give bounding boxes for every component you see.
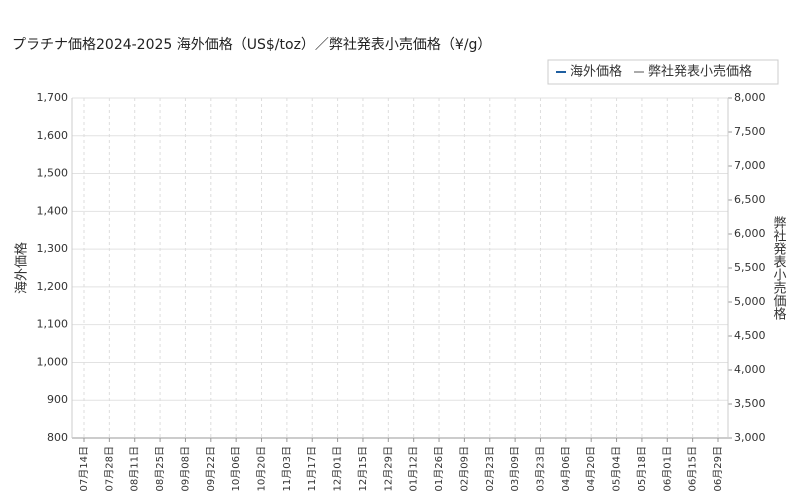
y2-tick-label: 5,500 [734, 261, 766, 274]
x-tick-label: 01月12日 [408, 446, 420, 491]
x-tick-label: 12月15日 [357, 446, 369, 491]
x-tick-label: 06月29日 [712, 446, 724, 491]
y2-tick-label: 4,500 [734, 329, 766, 342]
y-tick-label: 800 [47, 431, 68, 444]
y2-tick-label: 7,500 [734, 125, 766, 138]
y-tick-label: 1,200 [37, 280, 69, 293]
x-tick-label: 06月01日 [661, 446, 673, 491]
x-tick-label: 04月20日 [585, 446, 597, 491]
legend-label: 弊社発表小売価格 [648, 64, 752, 80]
y2-tick-label: 4,000 [734, 363, 766, 376]
x-tick-label: 03月09日 [509, 446, 521, 491]
y-tick-label: 1,000 [37, 355, 69, 368]
y-tick-label: 900 [47, 393, 68, 406]
y2-tick-label: 3,500 [734, 397, 766, 410]
y-tick-label: 1,300 [37, 242, 69, 255]
y-axis-label: 海外価格 [14, 242, 30, 294]
x-tick-label: 04月06日 [560, 446, 572, 491]
x-tick-label: 08月25日 [154, 446, 166, 491]
x-tick-label: 06月15日 [687, 446, 699, 491]
x-tick-label: 12月29日 [382, 446, 394, 491]
y2-tick-label: 6,000 [734, 227, 766, 240]
y-tick-label: 1,700 [37, 91, 69, 104]
x-tick-label: 07月14日 [78, 446, 90, 491]
x-tick-label: 10月20日 [256, 446, 268, 491]
x-tick-label: 05月18日 [636, 446, 648, 491]
y2-tick-label: 8,000 [734, 91, 766, 104]
y-tick-label: 1,400 [37, 204, 69, 217]
legend-label: 海外価格 [570, 64, 622, 80]
chart-title: プラチナ価格2024-2025 海外価格（US$/toz）／弊社発表小売価格（¥… [12, 37, 491, 53]
y2-tick-label: 5,000 [734, 295, 766, 308]
y2-axis-label: 弊社発表小売価格 [771, 215, 787, 320]
x-tick-label: 07月28日 [103, 446, 115, 491]
x-tick-label: 11月17日 [306, 446, 318, 491]
x-tick-label: 12月01日 [332, 446, 344, 491]
y2-tick-label: 3,000 [734, 431, 766, 444]
x-tick-label: 10月06日 [230, 446, 242, 491]
legend-box [547, 59, 779, 85]
x-tick-label: 01月26日 [433, 446, 445, 491]
y-tick-label: 1,500 [37, 167, 69, 180]
x-tick-label: 09月22日 [205, 446, 217, 491]
y2-tick-label: 6,500 [734, 193, 766, 206]
x-tick-label: 05月04日 [611, 446, 623, 491]
x-tick-label: 08月11日 [129, 446, 141, 491]
y2-tick-label: 7,000 [734, 159, 766, 172]
x-tick-label: 02月23日 [484, 446, 496, 491]
y-tick-label: 1,100 [37, 318, 69, 331]
y-tick-label: 1,600 [37, 129, 69, 142]
x-tick-label: 03月23日 [534, 446, 546, 491]
x-tick-label: 11月03日 [281, 446, 293, 491]
x-tick-label: 09月08日 [179, 446, 191, 491]
x-tick-label: 02月09日 [458, 446, 470, 491]
